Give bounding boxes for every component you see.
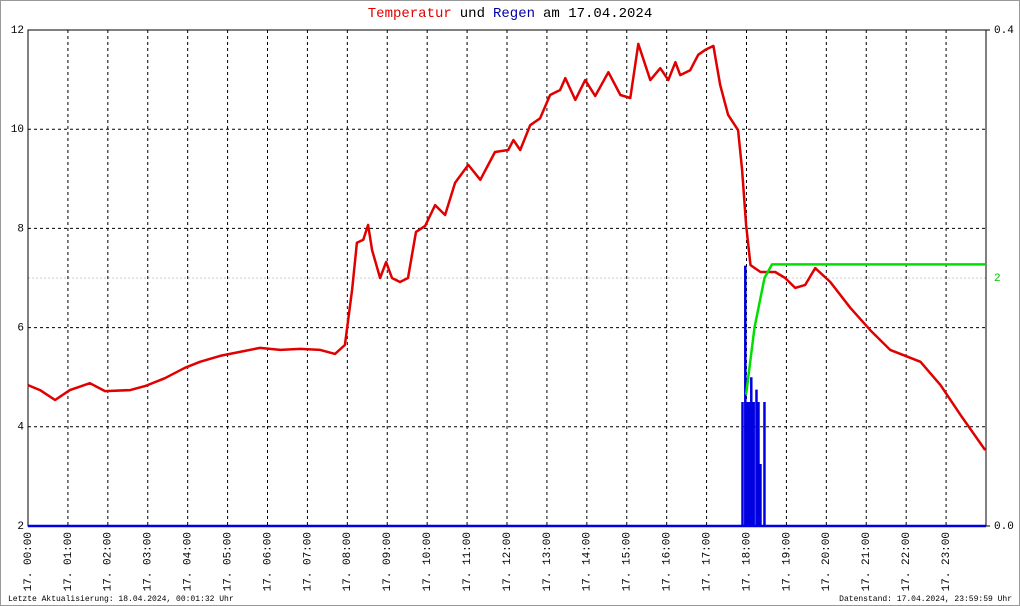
x-tick-label: 17. 14:00	[582, 532, 594, 591]
y-tick-label: 8	[17, 223, 24, 235]
title-part: Regen	[493, 6, 535, 22]
x-tick-label: 17. 18:00	[741, 532, 753, 591]
y-tick-label: 12	[11, 25, 24, 37]
y-tick-label: 2	[17, 521, 24, 533]
x-tick-label: 17. 11:00	[462, 532, 474, 591]
title-part: Temperatur	[368, 6, 452, 22]
y-tick-label: 10	[11, 124, 24, 136]
x-tick-label: 17. 19:00	[781, 532, 793, 591]
footer-left: Letzte Aktualisierung: 18.04.2024, 00:01…	[8, 595, 234, 604]
x-tick-label: 17. 00:00	[23, 532, 35, 591]
x-tick-label: 17. 02:00	[103, 532, 115, 591]
chart-title: Temperatur und Regen am 17.04.2024	[368, 6, 652, 22]
x-tick-label: 17. 03:00	[143, 532, 155, 591]
x-tick-label: 17. 04:00	[183, 532, 195, 591]
title-part: am 17.04.2024	[543, 6, 652, 22]
y-tick-label: 6	[17, 323, 24, 335]
x-tick-label: 17. 17:00	[701, 532, 713, 591]
title-part: und	[460, 6, 485, 22]
x-tick-label: 17. 20:00	[821, 532, 833, 591]
x-tick-label: 17. 12:00	[502, 532, 514, 591]
series-line	[744, 263, 986, 395]
x-tick-label: 17. 01:00	[63, 532, 75, 591]
y-tick-label: 4	[17, 422, 24, 434]
x-tick-label: 17. 05:00	[222, 532, 234, 591]
y2-tick-label: 0.0	[994, 521, 1014, 533]
x-tick-label: 17. 10:00	[422, 532, 434, 591]
y3-tick-label: 2	[994, 273, 1001, 285]
x-tick-label: 17. 22:00	[901, 532, 913, 591]
x-tick-label: 17. 16:00	[662, 532, 674, 591]
x-tick-label: 17. 09:00	[382, 532, 394, 591]
x-tick-label: 17. 23:00	[941, 532, 953, 591]
series-line	[27, 42, 987, 451]
x-tick-label: 17. 08:00	[342, 532, 354, 591]
x-tick-label: 17. 15:00	[622, 532, 634, 591]
x-tick-label: 17. 06:00	[262, 532, 274, 591]
x-tick-label: 17. 21:00	[861, 532, 873, 591]
x-tick-label: 17. 13:00	[542, 532, 554, 591]
x-tick-label: 17. 07:00	[302, 532, 314, 591]
y2-tick-label: 0.4	[994, 25, 1014, 37]
footer-right: Datenstand: 17.04.2024, 23:59:59 Uhr	[839, 595, 1012, 604]
